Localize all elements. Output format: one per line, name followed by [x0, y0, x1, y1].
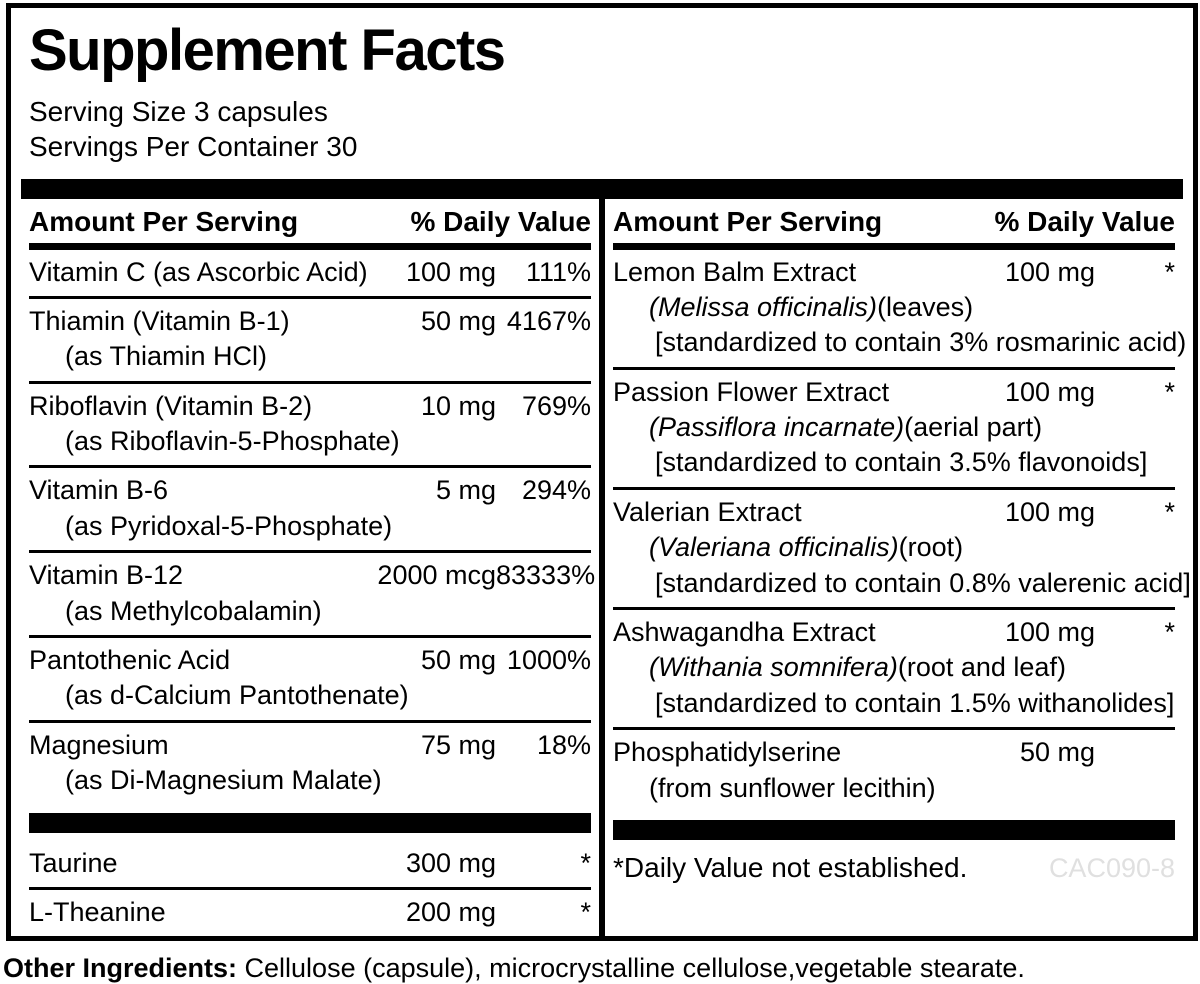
column-header-left: Amount Per Serving % Daily Value: [29, 199, 591, 250]
nutrient-row: Pantothenic Acid 50 mg 1000% (as d-Calci…: [29, 638, 591, 723]
nutrient-name: Passion Flower Extract: [613, 376, 890, 407]
nutrient-form: (as Di-Magnesium Malate): [65, 765, 382, 796]
product-code: CAC090-8: [1048, 853, 1175, 883]
nutrient-amount: 50 mg: [420, 645, 496, 676]
nutrient-row: Vitamin B-6 5 mg 294% (as Pyridoxal-5-Ph…: [29, 468, 591, 554]
botanical-name: (Withania somnifera)(root and leaf): [649, 652, 1066, 683]
nutrient-name: Riboflavin (Vitamin B-2): [29, 390, 313, 421]
nutrient-dv: 1000%: [506, 645, 591, 676]
nutrient-name: Vitamin B-6: [29, 475, 169, 506]
nutrient-amount: 100 mg: [1004, 256, 1095, 287]
standardization-note: [standardized to contain 0.8% valerenic …: [655, 567, 1191, 598]
nutrient-name: Vitamin C (as Ascorbic Acid): [29, 256, 368, 287]
nutrient-form: (from sunflower lecithin): [649, 772, 936, 803]
nutrient-form: (as Methylcobalamin): [65, 595, 322, 626]
nutrient-amount: 100 mg: [1004, 617, 1095, 648]
nutrient-row: Phosphatidylserine 50 mg (from sunflower…: [613, 730, 1175, 812]
daily-value-header: % Daily Value: [994, 205, 1175, 237]
botanical-name: (Passiflora incarnate)(aerial part): [649, 412, 1043, 443]
other-ingredients-text: Cellulose (capsule), microcrystalline ce…: [237, 953, 1025, 984]
nutrient-column-left: Amount Per Serving % Daily Value Vitamin…: [21, 199, 599, 937]
nutrient-row: L-Theanine 200 mg *: [29, 890, 591, 936]
standardization-note: [standardized to contain 1.5% withanolid…: [655, 687, 1175, 718]
nutrient-amount: 50 mg: [420, 305, 496, 336]
nutrient-row: Valerian Extract 100 mg * (Valeriana off…: [613, 490, 1191, 611]
footnote-row: *Daily Value not established. CAC090-8: [613, 848, 1175, 894]
nutrient-name: L-Theanine: [29, 897, 166, 927]
nutrient-name: Phosphatidylserine: [613, 737, 842, 768]
nutrient-form: (as Thiamin HCl): [65, 341, 268, 372]
label-title: Supplement Facts: [29, 18, 506, 83]
nutrient-amount: 75 mg: [420, 729, 496, 760]
nutrient-row: Passion Flower Extract 100 mg * (Passifl…: [613, 370, 1175, 490]
supplement-facts-label: Supplement Facts Serving Size 3 capsules…: [6, 3, 1198, 942]
nutrient-row: Thiamin (Vitamin B-1) 50 mg 4167% (as Th…: [29, 299, 591, 384]
nutrient-amount: 50 mg: [1019, 737, 1095, 768]
nutrient-dv: 18%: [536, 729, 591, 760]
nutrient-row: Lemon Balm Extract 100 mg * (Melissa off…: [613, 250, 1187, 370]
label-header: Supplement Facts Serving Size 3 capsules…: [19, 16, 1185, 165]
nutrient-amount: 100 mg: [1004, 496, 1095, 527]
nutrient-form: (as d-Calcium Pantothenate): [65, 680, 409, 711]
nutrient-name: Thiamin (Vitamin B-1): [29, 305, 290, 336]
nutrient-dv: *: [1164, 496, 1175, 527]
standardization-note: [standardized to contain 3% rosmarinic a…: [655, 327, 1187, 358]
standardization-note: [standardized to contain 3.5% flavonoids…: [655, 447, 1148, 478]
top-divider-bar: [21, 178, 1183, 199]
nutrient-row: Vitamin C (as Ascorbic Acid) 100 mg 111%: [29, 250, 591, 299]
nutrient-dv: *: [1164, 256, 1175, 287]
nutrient-amount: 100 mg: [405, 256, 496, 287]
nutrient-name: Taurine: [29, 847, 118, 878]
column-divider: [599, 198, 605, 937]
nutrient-dv: 769%: [521, 390, 591, 421]
nutrient-amount: 300 mg: [405, 847, 496, 878]
nutrient-column-right: Amount Per Serving % Daily Value Lemon B…: [605, 199, 1191, 937]
nutrient-dv: 4167%: [506, 305, 591, 336]
nutrient-dv: 111%: [525, 256, 591, 287]
botanical-name: (Melissa officinalis)(leaves): [649, 291, 974, 322]
nutrient-dv: *: [580, 847, 591, 878]
nutrient-name: Ashwagandha Extract: [613, 617, 876, 648]
daily-value-footnote: *Daily Value not established.: [613, 852, 968, 883]
amount-header: Amount Per Serving: [29, 205, 299, 237]
nutrient-name: Valerian Extract: [613, 496, 802, 527]
nutrient-amount: 100 mg: [1004, 376, 1095, 407]
section-divider-bar: [613, 820, 1175, 840]
servings-per-container: Servings Per Container 30: [29, 131, 358, 163]
nutrient-amount: 10 mg: [420, 390, 496, 421]
nutrient-name: Lemon Balm Extract: [613, 256, 857, 287]
nutrient-dv: 294%: [521, 475, 591, 506]
serving-size: Serving Size 3 capsules: [29, 96, 328, 127]
nutrient-dv: *: [1164, 617, 1175, 648]
nutrient-name: Pantothenic Acid: [29, 645, 231, 676]
nutrient-amount: 2000 mcg: [377, 560, 496, 591]
other-ingredients: Other Ingredients: Cellulose (capsule), …: [3, 953, 1200, 984]
nutrient-table: Amount Per Serving % Daily Value Vitamin…: [21, 198, 1191, 937]
nutrient-dv: 83333%: [496, 560, 596, 591]
nutrient-form: (as Riboflavin-5-Phosphate): [65, 426, 400, 457]
daily-value-header: % Daily Value: [410, 205, 591, 237]
nutrient-row: Ashwagandha Extract 100 mg * (Withania s…: [613, 610, 1175, 731]
nutrient-form: (as Pyridoxal-5-Phosphate): [65, 510, 393, 541]
nutrient-amount: 5 mg: [435, 475, 496, 506]
nutrient-dv: *: [1164, 376, 1175, 407]
nutrient-row: Riboflavin (Vitamin B-2) 10 mg 769% (as …: [29, 384, 591, 469]
other-ingredients-label: Other Ingredients:: [3, 953, 238, 984]
nutrient-name: Magnesium: [29, 729, 169, 760]
nutrient-name: Vitamin B-12: [29, 560, 184, 591]
nutrient-row: Taurine 300 mg *: [29, 841, 591, 890]
nutrient-amount: 200 mg: [405, 897, 496, 927]
botanical-name: (Valeriana officinalis)(root): [649, 532, 964, 563]
section-divider-bar: [29, 812, 591, 833]
column-header-right: Amount Per Serving % Daily Value: [613, 199, 1175, 250]
nutrient-row: Magnesium 75 mg 18% (as Di-Magnesium Mal…: [29, 723, 591, 805]
nutrient-row: Vitamin B-12 2000 mcg 83333% (as Methylc…: [29, 553, 596, 639]
nutrient-dv: *: [580, 897, 591, 927]
amount-header: Amount Per Serving: [613, 205, 883, 237]
